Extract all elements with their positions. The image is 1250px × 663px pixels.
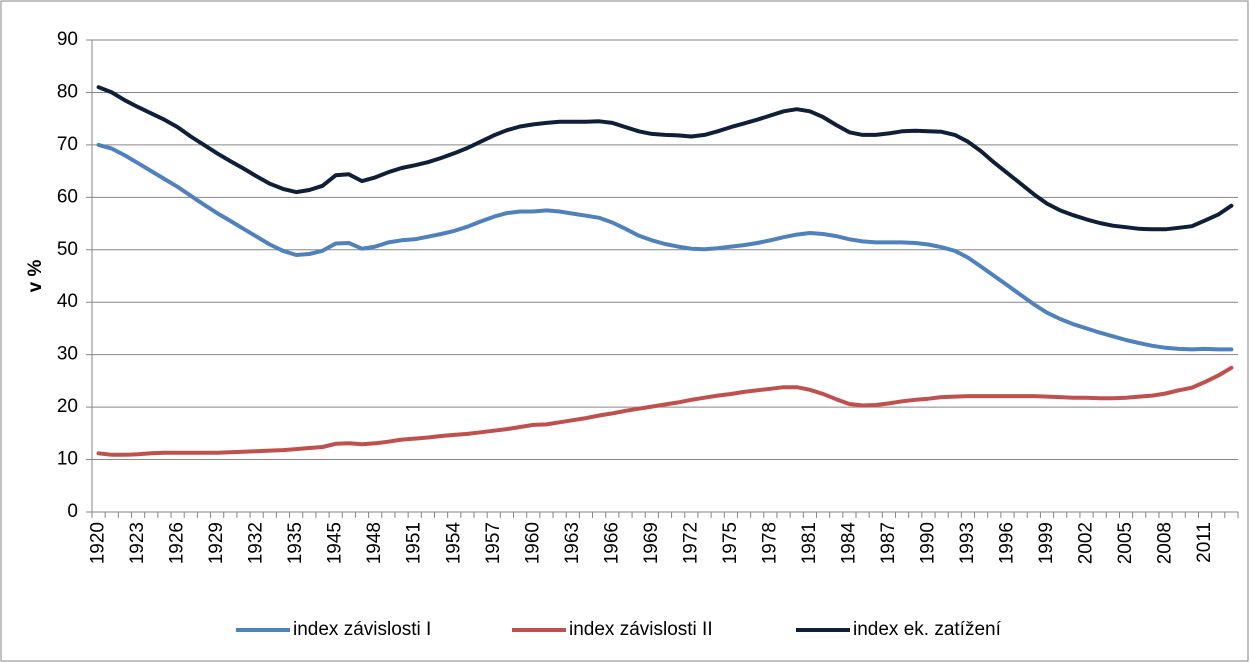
- x-tick-label: 1960: [522, 522, 543, 564]
- x-tick-label: 1996: [996, 522, 1017, 564]
- x-tick-label: 1969: [641, 522, 662, 564]
- y-tick-label: 80: [57, 81, 78, 102]
- x-tick-label: 1978: [759, 522, 780, 564]
- y-tick-label: 0: [67, 501, 78, 522]
- y-tick-label: 30: [57, 344, 78, 365]
- x-tick-label: 1935: [285, 522, 306, 564]
- x-tick-label: 2002: [1076, 522, 1097, 564]
- series-line: [96, 142, 1234, 352]
- y-tick-label: 90: [57, 29, 78, 50]
- x-tick-label: 1963: [562, 522, 583, 564]
- x-tick-label: 1945: [325, 522, 346, 564]
- x-tick-label: 2005: [1115, 522, 1136, 564]
- x-tick-label: 1972: [680, 522, 701, 564]
- y-axis-label: v %: [25, 260, 46, 293]
- y-tick-label: 50: [57, 239, 78, 260]
- x-tick-label: 1951: [404, 522, 425, 564]
- x-tick-label: 1993: [957, 522, 978, 564]
- x-tick-label: 1932: [246, 522, 267, 564]
- y-tick-label: 60: [57, 186, 78, 207]
- x-tick-label: 1923: [127, 522, 148, 564]
- series-line: [96, 365, 1234, 457]
- y-tick-label: 40: [57, 291, 78, 312]
- x-tick-label: 1966: [601, 522, 622, 564]
- x-tick-label: 1926: [167, 522, 188, 564]
- x-tick-label: 2008: [1155, 522, 1176, 564]
- x-tick-label: 1948: [364, 522, 385, 564]
- legend-label: index ek. zatížení: [853, 619, 1002, 640]
- y-tick-label: 10: [57, 449, 78, 470]
- legend-label: index závislosti I: [293, 619, 431, 640]
- x-tick-label: 1999: [1036, 522, 1057, 564]
- x-tick-label: 1981: [799, 522, 820, 564]
- x-tick-label: 1954: [443, 522, 464, 565]
- y-tick-label: 70: [57, 134, 78, 155]
- series-line: [96, 85, 1234, 232]
- x-tick-label: 1957: [483, 522, 504, 564]
- y-tick-label: 20: [57, 396, 78, 417]
- x-tick-label: 1984: [838, 522, 859, 565]
- x-tick-label: 1987: [878, 522, 899, 564]
- legend-label: index závislosti II: [569, 619, 713, 640]
- x-tick-label: 1975: [720, 522, 741, 564]
- x-tick-label: 1929: [206, 522, 227, 564]
- x-tick-label: 1920: [88, 522, 109, 564]
- x-tick-label: 2011: [1194, 522, 1215, 563]
- x-tick-label: 1990: [917, 522, 938, 564]
